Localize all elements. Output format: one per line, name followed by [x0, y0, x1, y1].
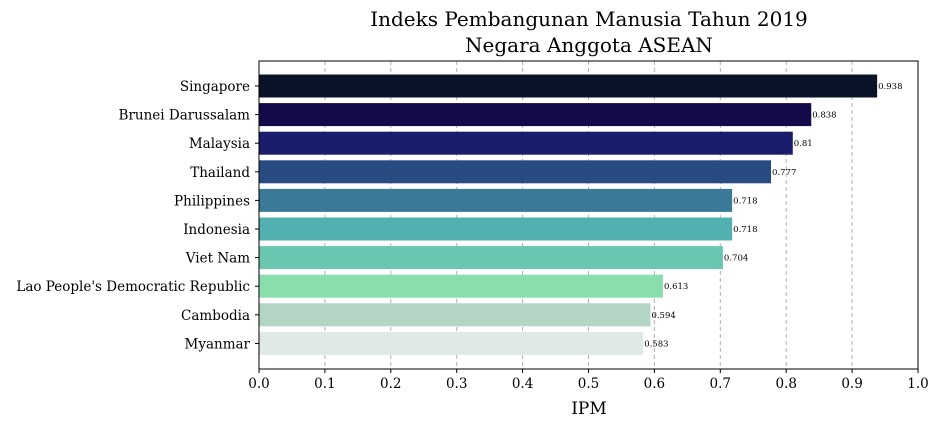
- x-tick-label: 0.2: [380, 376, 401, 392]
- x-tick-label: 1.0: [907, 376, 928, 392]
- bar: [259, 131, 793, 155]
- category-label: Myanmar: [185, 336, 251, 352]
- x-tick-label: 0.4: [512, 376, 533, 392]
- category-label: Viet Nam: [185, 251, 250, 267]
- value-label: 0.613: [664, 282, 688, 292]
- axes: 0.0 0.1 0.2 0.3 0.4 0.5 0.6 0.7 0.8 0.9 1.0: [248, 60, 929, 392]
- category-label: Thailand: [190, 165, 250, 181]
- value-label: 0.594: [651, 311, 675, 321]
- value-labels: 0.938 0.838 0.81 0.777 0.718 0.718 0.704 0.613 0…: [644, 82, 902, 349]
- value-label: 0.704: [724, 254, 748, 264]
- category-label: Lao People's Democratic Republic: [16, 279, 250, 295]
- bar: [259, 160, 772, 184]
- x-tick-label: 0.9: [841, 376, 862, 392]
- x-tick-label: 0.6: [644, 376, 665, 392]
- category-label: Philippines: [174, 193, 250, 209]
- value-label: 0.838: [812, 111, 836, 121]
- x-tick-label: 0.8: [775, 376, 796, 392]
- x-tick-label: 0.1: [314, 376, 335, 392]
- plot-frame: [258, 60, 919, 370]
- value-label: 0.583: [644, 339, 668, 349]
- category-label: Brunei Darussalam: [119, 108, 251, 124]
- category-label: Indonesia: [183, 222, 250, 238]
- x-axis-label: IPM: [571, 399, 607, 419]
- bar: [259, 303, 651, 327]
- x-tick-label: 0.5: [578, 376, 599, 392]
- category-label: Malaysia: [189, 136, 250, 152]
- value-label: 0.938: [878, 82, 902, 92]
- x-tick-label: 0.0: [248, 376, 269, 392]
- bar: [259, 103, 812, 127]
- value-label: 0.777: [772, 168, 796, 178]
- value-label: 0.718: [733, 196, 757, 206]
- value-label: 0.718: [733, 225, 757, 235]
- bar: [259, 217, 733, 241]
- chart-title-line-2: Negara Anggota ASEAN: [465, 33, 713, 57]
- bar: [259, 74, 878, 98]
- bars: [259, 74, 878, 355]
- bar: [259, 246, 723, 270]
- chart-title-line-1: Indeks Pembangunan Manusia Tahun 2019: [370, 7, 808, 31]
- category-label: Singapore: [180, 79, 250, 95]
- category-label: Cambodia: [181, 308, 250, 324]
- value-label: 0.81: [794, 139, 813, 149]
- bar: [259, 274, 663, 298]
- bar: [259, 188, 733, 212]
- x-tick-label: 0.3: [446, 376, 467, 392]
- bar: [259, 331, 644, 355]
- x-tick-label: 0.7: [710, 376, 731, 392]
- category-labels: Singapore Brunei Darussalam Malaysia Thaila…: [16, 79, 250, 352]
